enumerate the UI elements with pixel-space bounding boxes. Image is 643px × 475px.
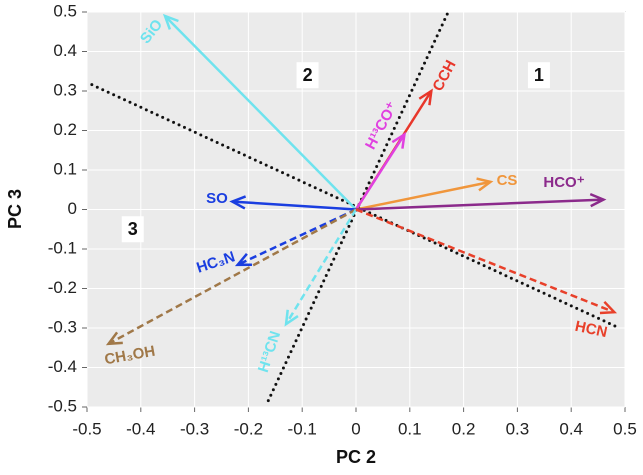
divider-line (266, 10, 450, 403)
vector-line (107, 208, 357, 345)
y-tick-label: -0.4 (48, 357, 77, 376)
y-tick-label: -0.3 (48, 317, 77, 336)
x-tick-label: 0.2 (452, 419, 476, 438)
x-tick-label: -0.3 (180, 419, 209, 438)
y-tick-label: 0.1 (53, 159, 77, 178)
arrowhead (476, 177, 494, 192)
vector-line (355, 180, 491, 211)
arrowhead (229, 195, 247, 210)
x-tick-label: 0 (351, 419, 360, 438)
y-tick-label: -0.1 (48, 238, 77, 257)
vector-label: HCN (573, 318, 608, 341)
y-tick-label: 0.2 (53, 120, 77, 139)
arrowhead (589, 192, 607, 208)
x-tick-label: -0.4 (126, 419, 155, 438)
x-tick-label: -0.5 (72, 419, 101, 438)
vector-line (284, 208, 358, 325)
region-box (296, 62, 319, 89)
region-label: 2 (303, 65, 313, 85)
x-tick-label: -0.1 (288, 419, 317, 438)
region-box (527, 62, 550, 89)
arrowhead (391, 131, 407, 149)
y-tick-label: 0 (68, 199, 77, 218)
y-tick-label: -0.5 (48, 396, 77, 415)
x-tick-label: 0.5 (613, 419, 637, 438)
vector-line (164, 15, 357, 211)
x-tick-label: 0.1 (398, 419, 422, 438)
x-axis-title: PC 2 (336, 447, 376, 467)
y-tick-label: -0.2 (48, 278, 77, 297)
arrowhead (105, 331, 123, 346)
vector-line (355, 208, 615, 314)
y-axis-title: PC 3 (5, 189, 25, 229)
arrowhead (284, 309, 299, 327)
y-tick-label: 0.5 (53, 1, 77, 20)
region-label: 3 (128, 219, 138, 239)
vector-label: SO (206, 190, 228, 207)
arrowhead (418, 88, 433, 106)
region-label: 1 (534, 65, 544, 85)
divider-line (90, 83, 622, 330)
arrowhead (599, 300, 618, 315)
vector-line (354, 133, 406, 211)
region-box (121, 216, 144, 243)
x-tick-label: -0.2 (234, 419, 263, 438)
vector-label: CS (497, 172, 518, 189)
vector-label: HCO⁺ (543, 174, 584, 191)
vector-line (355, 198, 604, 211)
y-tick-label: 0.3 (53, 80, 77, 99)
vector-line (232, 200, 357, 211)
arrowhead (234, 253, 252, 267)
x-tick-label: 0.4 (559, 419, 583, 438)
arrowhead (162, 13, 179, 30)
y-tick-label: 0.4 (53, 41, 77, 60)
x-tick-label: 0.3 (506, 419, 530, 438)
